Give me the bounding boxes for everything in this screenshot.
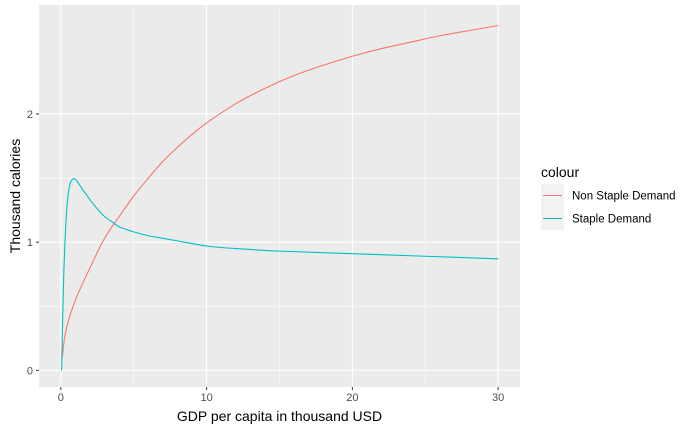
y-tick-label: 0 (27, 365, 33, 377)
major-gridlines (39, 5, 520, 387)
x-tick-label: 30 (492, 392, 504, 404)
legend-label: Non Staple Demand (572, 191, 676, 203)
y-tick-label: 1 (27, 237, 33, 249)
legend-label: Staple Demand (572, 214, 651, 226)
legend-items: Non Staple Demand Staple Demand (541, 184, 676, 230)
x-tick-label: 0 (58, 392, 64, 404)
minor-gridlines (39, 5, 520, 387)
x-tick-label: 10 (200, 392, 212, 404)
legend-item-non-staple-demand: Non Staple Demand (541, 184, 676, 207)
x-axis-title: GDP per capita in thousand USD (177, 408, 382, 424)
legend: colour Non Staple Demand Staple Demand (541, 164, 676, 230)
y-tick-label: 2 (27, 109, 33, 121)
x-tick-label: 20 (346, 392, 358, 404)
legend-item-staple-demand: Staple Demand (541, 207, 651, 230)
y-axis-title: Thousand calories (7, 139, 23, 253)
series-line-staple-demand (61, 178, 499, 371)
axes: 0 10 20 30 0 1 2 (27, 109, 504, 404)
series-lines (61, 24, 499, 371)
series-line-non-staple-demand (61, 24, 499, 358)
legend-title: colour (541, 164, 579, 180)
